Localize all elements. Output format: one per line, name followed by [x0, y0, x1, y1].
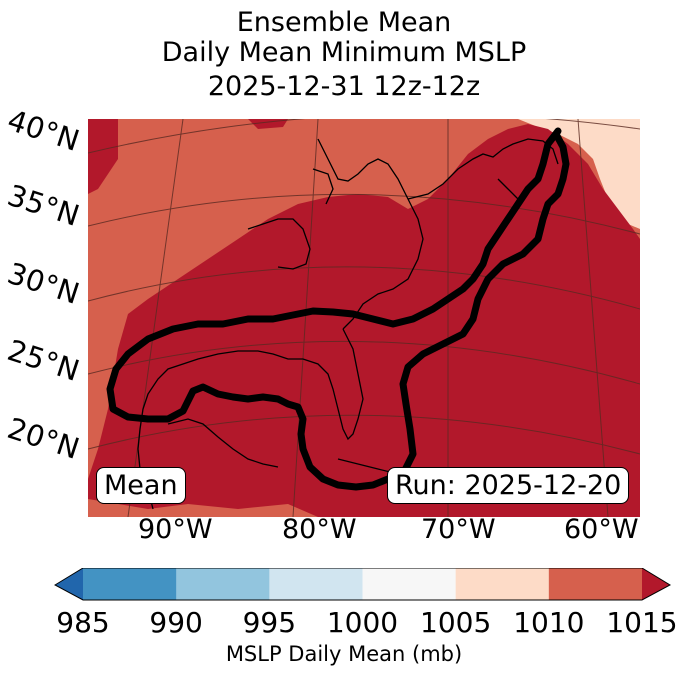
lon-label-90w: 90°W — [138, 514, 213, 545]
field-1015-nw — [88, 119, 118, 194]
colorbar-label: MSLP Daily Mean (mb) — [225, 642, 463, 666]
mslp-contour — [106, 127, 570, 491]
graticule — [88, 119, 640, 517]
lon-label-80w: 80°W — [282, 514, 357, 545]
colorbar-tick-label: 985 — [56, 606, 110, 639]
colorbar-segment — [83, 568, 177, 600]
colorbar-tick-label: 1015 — [606, 606, 678, 639]
lat-label-35: 35°N — [3, 178, 84, 233]
lat-label-40: 40°N — [3, 103, 84, 158]
colorbar-tick-label: 1005 — [420, 606, 492, 639]
lat-label-25: 25°N — [3, 333, 84, 388]
lat-label-20: 20°N — [3, 411, 84, 466]
title-line-1: Ensemble Mean — [236, 7, 452, 38]
colorbar-tick-label: 1010 — [513, 606, 585, 639]
title-line-2: Daily Mean Minimum MSLP — [161, 37, 527, 68]
colorbar-over-arrow — [642, 568, 670, 600]
run-label-box: Run: 2025-12-20 — [387, 467, 630, 504]
colorbar-segment — [548, 568, 643, 600]
map-panel — [88, 119, 640, 517]
colorbar-tick-label: 1000 — [326, 606, 399, 639]
map-svg — [88, 119, 640, 517]
colorbar — [53, 568, 672, 601]
colorbar-segment — [269, 568, 363, 600]
lon-label-70w: 70°W — [421, 514, 496, 545]
coastlines — [137, 138, 559, 510]
title-line-3: 2025-12-31 12z-12z — [207, 71, 481, 102]
colorbar-outline — [53, 568, 672, 601]
colorbar-segment — [362, 568, 457, 600]
field-1015-small — [248, 119, 288, 129]
field-1010-south — [88, 499, 318, 517]
colorbar-segment — [455, 568, 550, 600]
colorbar-segments — [83, 568, 643, 600]
lat-label-30: 30°N — [3, 256, 84, 311]
lon-label-60w: 60°W — [564, 514, 639, 545]
colorbar-tick-label: 995 — [242, 606, 297, 639]
colorbar-tick-label: 990 — [149, 606, 203, 639]
colorbar-under-arrow — [55, 568, 83, 600]
colorbar-segment — [176, 568, 270, 600]
mean-label-box: Mean — [96, 467, 186, 504]
field-1005-region — [518, 119, 640, 229]
